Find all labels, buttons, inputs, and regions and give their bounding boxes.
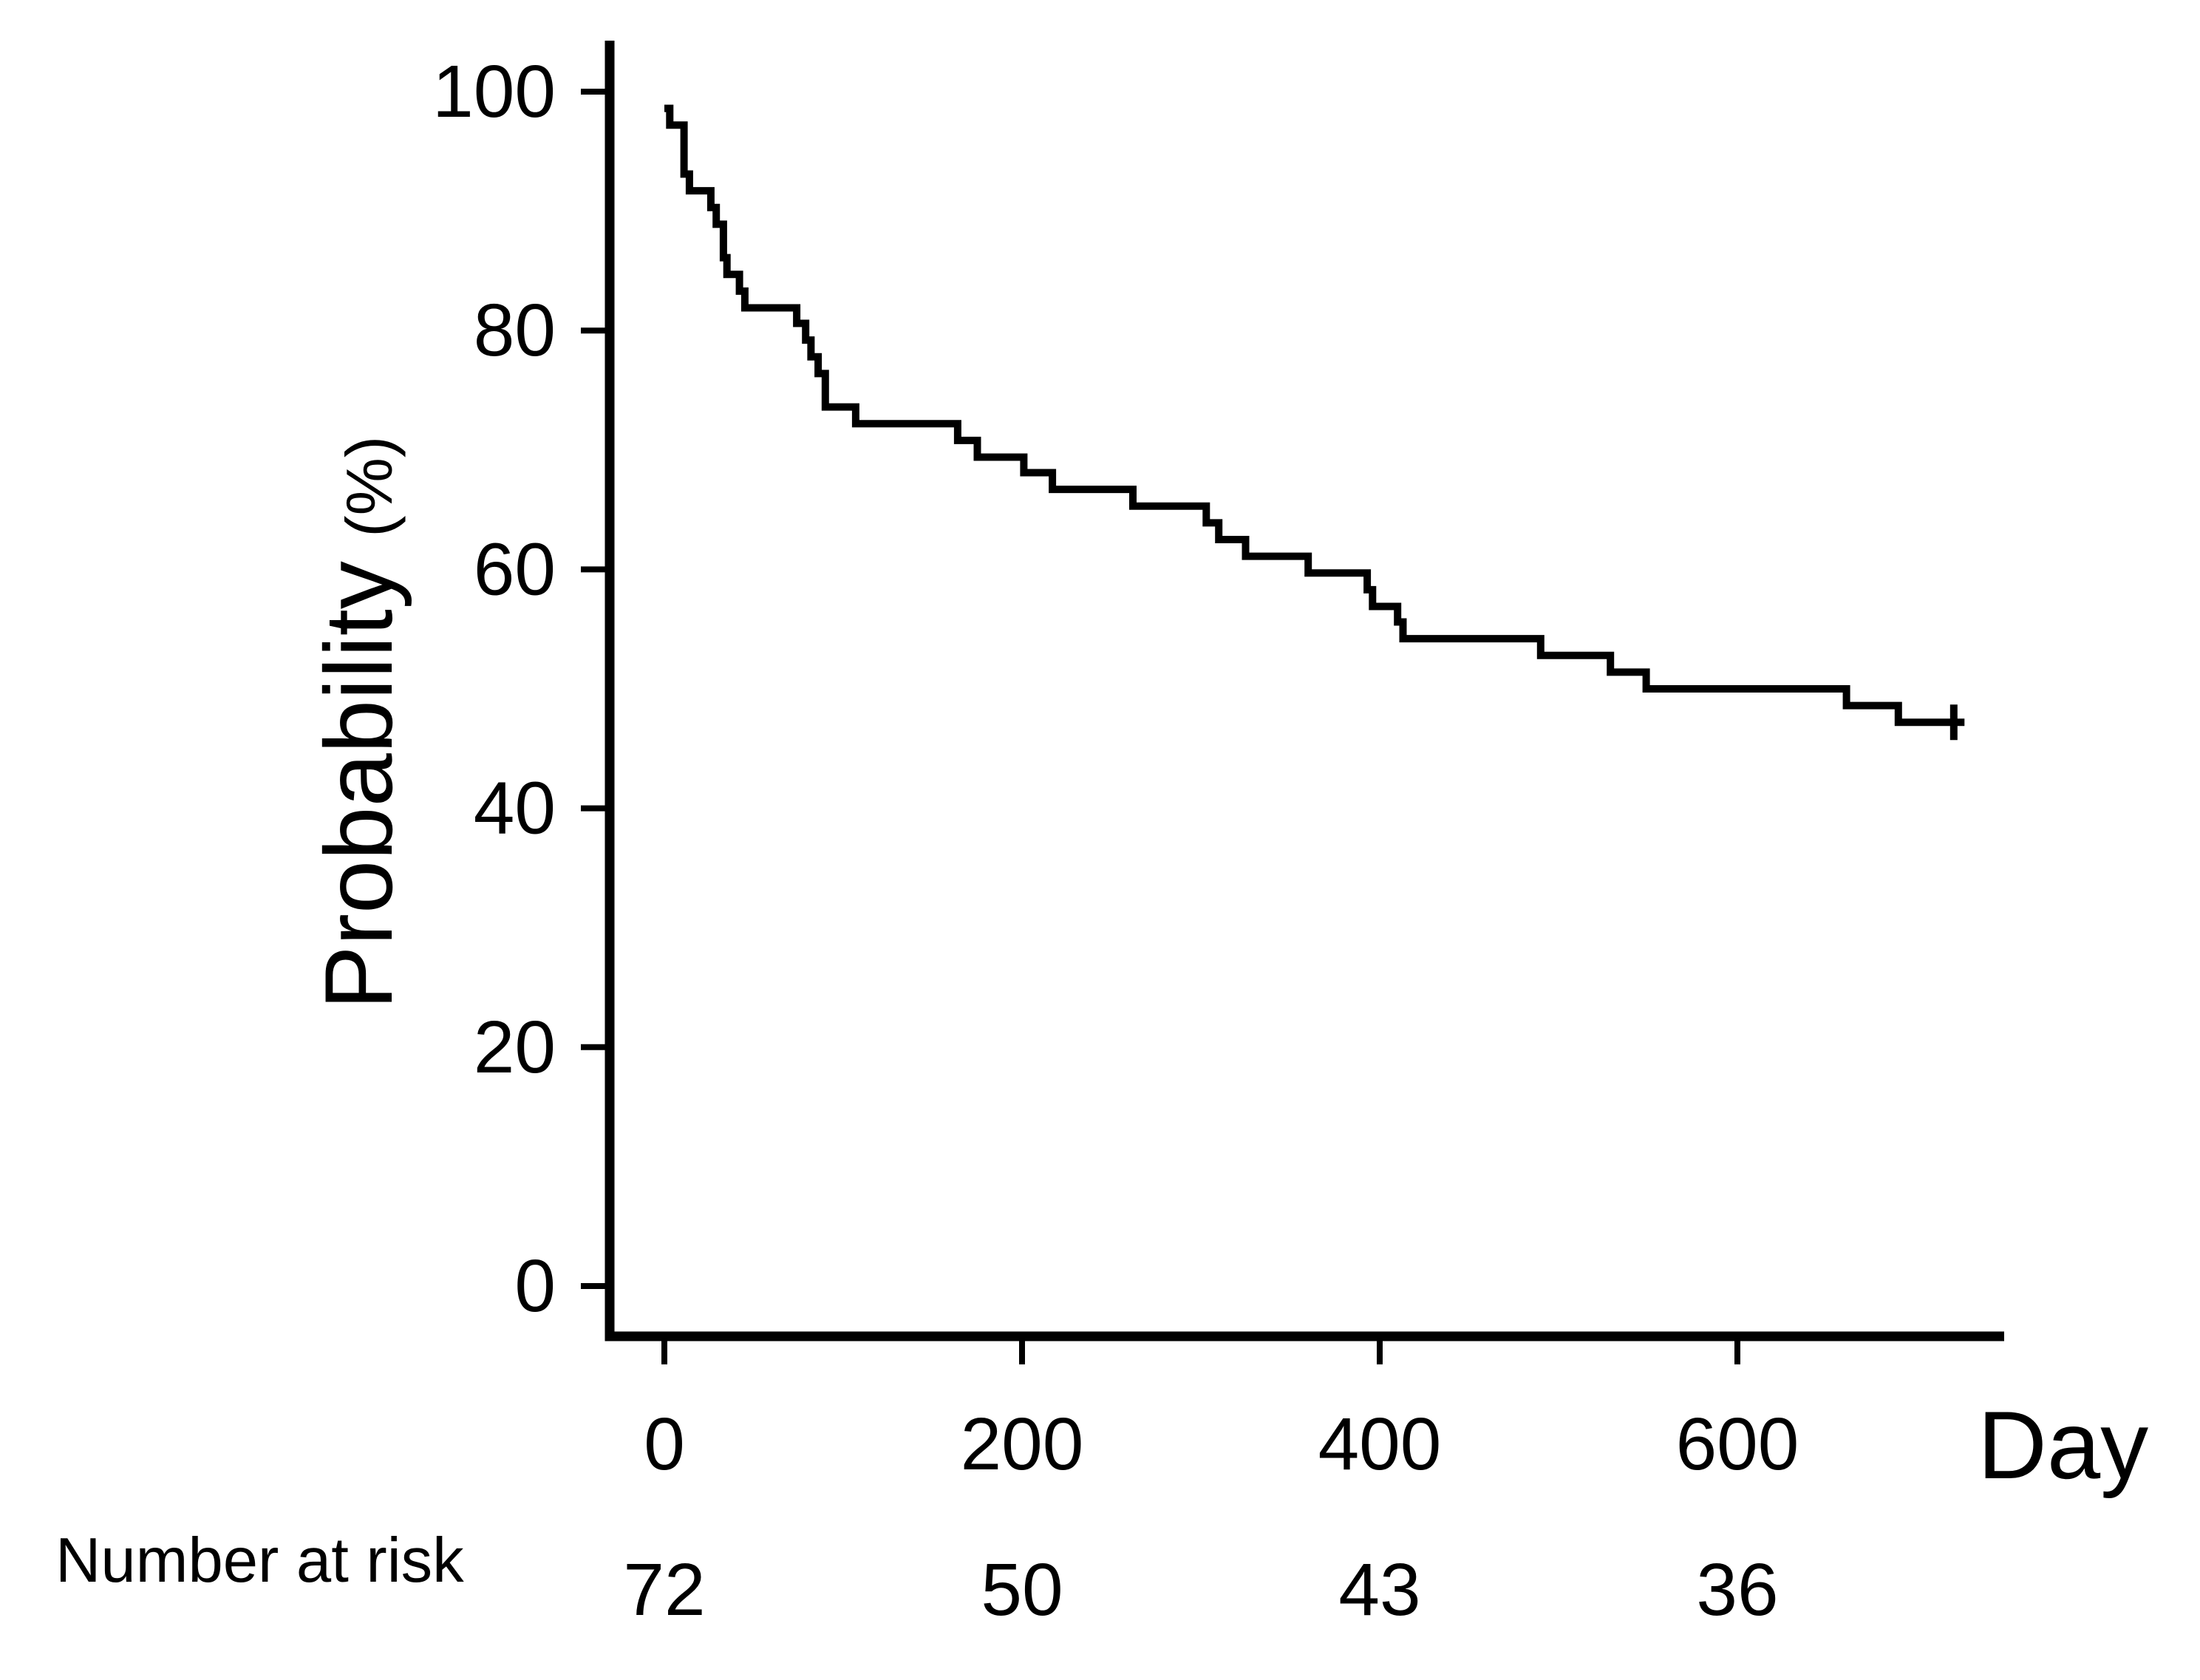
y-tick-label-100: 100 xyxy=(432,50,556,133)
y-axis-ticks xyxy=(581,89,610,1289)
x-tick-label-200: 200 xyxy=(961,1403,1084,1486)
x-tick-label-400: 400 xyxy=(1318,1403,1442,1486)
x-tick-label-0: 0 xyxy=(644,1403,685,1486)
y-tick-label-80: 80 xyxy=(474,289,556,372)
x-axis-tick-labels: 0 200 400 600 xyxy=(644,1403,1799,1486)
y-axis-title-main: Probability xyxy=(304,561,412,1010)
y-tick-label-20: 20 xyxy=(474,1006,556,1089)
x-axis-title: Day xyxy=(1978,1391,2148,1499)
y-axis-tick-labels: 0 20 40 60 80 100 xyxy=(432,50,556,1327)
risk-count-day-400: 43 xyxy=(1338,1548,1420,1631)
y-tick-label-0: 0 xyxy=(514,1245,556,1327)
risk-count-day-200: 50 xyxy=(981,1548,1063,1631)
y-axis-title: Probability (%) xyxy=(304,436,412,1010)
y-axis-title-unit: (%) xyxy=(333,436,406,537)
y-tick-label-60: 60 xyxy=(474,528,556,611)
risk-count-day-0: 72 xyxy=(623,1548,705,1631)
survival-probability-line xyxy=(664,104,1965,727)
number-at-risk-counts: 72 50 43 36 xyxy=(623,1548,1778,1631)
x-tick-label-600: 600 xyxy=(1676,1403,1799,1486)
risk-count-day-600: 36 xyxy=(1696,1548,1778,1631)
survival-curve-group xyxy=(664,104,1965,741)
number-at-risk-label: Number at risk xyxy=(55,1526,464,1596)
x-axis-ticks xyxy=(661,1336,1740,1364)
y-tick-label-40: 40 xyxy=(474,767,556,850)
